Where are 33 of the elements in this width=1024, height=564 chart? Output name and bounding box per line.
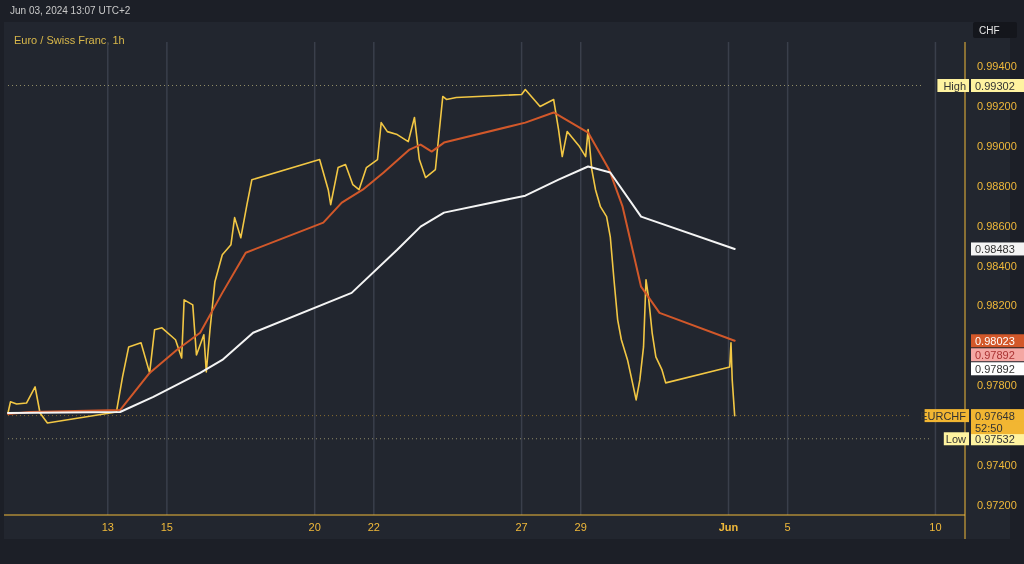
text: 0.97532 (975, 432, 1015, 445)
y-tick-label: 0.99200 (977, 99, 1017, 112)
y-tick-label: 0.98600 (977, 219, 1017, 232)
y-tick-label: 0.99400 (977, 59, 1017, 72)
y-tick-label: 0.98800 (977, 179, 1017, 192)
x-tick-label: 13 (101, 521, 114, 533)
y-tick-label: 0.97800 (977, 379, 1017, 392)
x-tick-label: 29 (574, 521, 587, 533)
text: 0.97892 (975, 362, 1015, 375)
x-tick-label: 20 (308, 521, 321, 533)
text: 0.99302 (975, 79, 1015, 92)
x-tick-label: 10 (929, 521, 942, 533)
chart-subtitle: Jun 03, 2024 13:07 UTC+2 (10, 5, 131, 16)
text: 0.98483 (975, 242, 1015, 255)
y-axis-title: CHF (979, 25, 1000, 36)
x-tick-label: 22 (367, 521, 380, 533)
y-tick-label: 0.97400 (977, 459, 1017, 472)
x-tick-label: 15 (160, 521, 174, 533)
x-tick-label: 27 (515, 521, 528, 533)
ref-line-label: Low (945, 432, 967, 445)
text: 0.98023 (975, 334, 1015, 347)
y-tick-label: 0.97200 (977, 499, 1017, 512)
x-tick-label: 5 (784, 521, 791, 533)
ref-line-label: High (943, 79, 966, 92)
y-tick-label: 0.99000 (977, 139, 1017, 152)
y-tick-label: 0.98200 (977, 299, 1017, 312)
y-tick-label: 0.98400 (977, 259, 1017, 272)
text: 0.97648 (975, 409, 1015, 422)
x-tick-label: Jun (718, 521, 739, 533)
chart-title: Euro / Swiss Franc, 1h (14, 34, 125, 46)
text: 52:50 (975, 421, 1003, 434)
line-series (7, 165, 736, 415)
text: 0.97892 (975, 348, 1015, 361)
